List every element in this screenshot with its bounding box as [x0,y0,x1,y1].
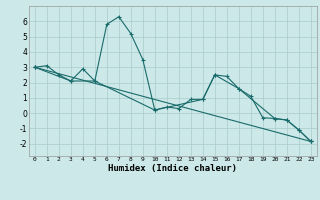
X-axis label: Humidex (Indice chaleur): Humidex (Indice chaleur) [108,164,237,173]
